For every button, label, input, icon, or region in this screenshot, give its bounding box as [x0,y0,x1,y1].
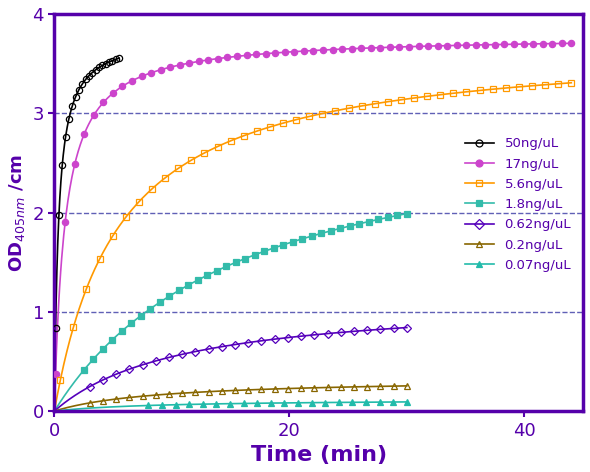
Legend: 50ng/uL, 17ng/uL, 5.6ng/uL, 1.8ng/uL, 0.62ng/uL, 0.2ng/uL, 0.07ng/uL: 50ng/uL, 17ng/uL, 5.6ng/uL, 1.8ng/uL, 0.… [460,132,576,277]
X-axis label: Time (min): Time (min) [251,445,387,465]
Y-axis label: OD$_{405nm}$ /cm: OD$_{405nm}$ /cm [7,153,27,271]
